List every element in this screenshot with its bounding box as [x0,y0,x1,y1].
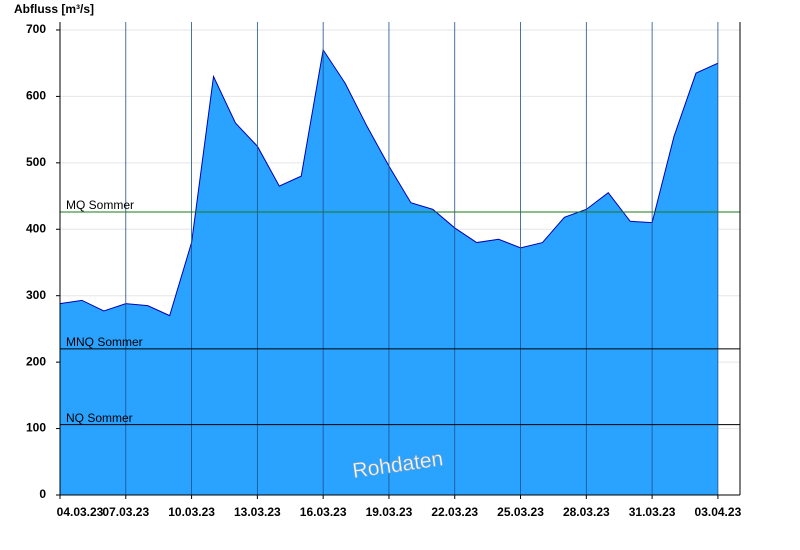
x-tick-label: 07.03.23 [102,505,149,519]
x-tick-label: 16.03.23 [300,505,347,519]
reference-label: MQ Sommer [66,198,134,212]
reference-label: MNQ Sommer [66,335,143,349]
x-tick-label: 03.04.23 [695,505,742,519]
y-tick-label: 400 [26,221,46,235]
y-tick-label: 700 [26,22,46,36]
y-tick-label: 300 [26,288,46,302]
x-tick-label: 25.03.23 [497,505,544,519]
x-tick-label: 19.03.23 [366,505,413,519]
y-tick-label: 200 [26,354,46,368]
reference-label: NQ Sommer [66,411,133,425]
x-tick-label: 22.03.23 [431,505,478,519]
x-tick-label: 13.03.23 [234,505,281,519]
x-tick-label: 04.03.23 [57,505,104,519]
x-tick-label: 31.03.23 [629,505,676,519]
x-tick-label: 28.03.23 [563,505,610,519]
y-tick-label: 100 [26,421,46,435]
y-tick-label: 500 [26,155,46,169]
y-tick-label: 0 [39,487,46,501]
y-axis-label: Abfluss [m³/s] [14,2,94,16]
x-tick-label: 10.03.23 [168,505,215,519]
y-tick-label: 600 [26,89,46,103]
